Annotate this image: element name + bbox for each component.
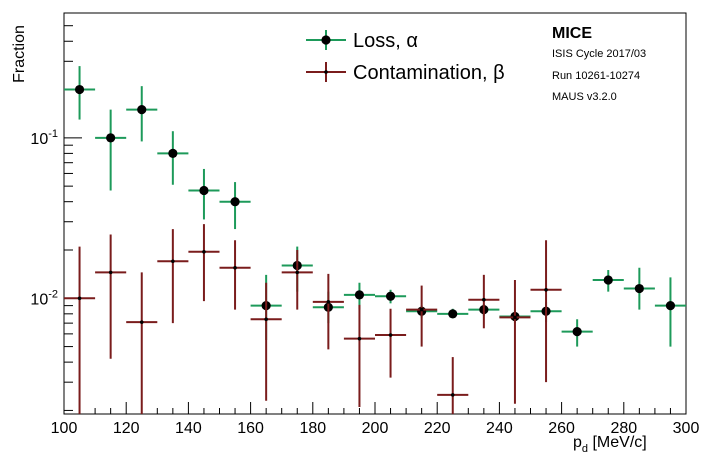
y-tick-label: 10-2 xyxy=(30,288,58,308)
x-tick-label: 180 xyxy=(299,420,326,437)
data-point xyxy=(106,133,116,143)
data-point xyxy=(137,104,147,115)
data-point xyxy=(544,287,548,292)
data-point xyxy=(357,336,362,341)
x-tick-label: 120 xyxy=(113,420,140,437)
x-axis-title-main: p xyxy=(573,434,582,451)
annotation-line-run: Run 10261-10274 xyxy=(552,70,640,82)
x-axis-title-sub: d xyxy=(582,443,588,455)
legend-marker-loss xyxy=(321,35,331,45)
data-point xyxy=(572,326,582,337)
data-point xyxy=(202,249,206,254)
x-tick-label: 200 xyxy=(362,420,389,437)
x-axis-title: pd [MeV/c] xyxy=(573,434,647,455)
data-point xyxy=(74,84,85,95)
data-point xyxy=(448,309,458,319)
legend-label-loss: Loss, α xyxy=(353,30,418,52)
data-point xyxy=(513,315,517,320)
x-tick-label: 260 xyxy=(548,420,575,437)
data-point xyxy=(168,148,178,158)
y-tick-label: 10-1 xyxy=(30,128,58,148)
x-tick-label: 240 xyxy=(486,420,513,437)
x-axis-title-unit: [MeV/c] xyxy=(588,434,647,451)
data-point xyxy=(665,301,676,311)
x-tick-label: 280 xyxy=(610,420,637,437)
legend-entry-contamination: Contamination, β xyxy=(306,62,505,84)
data-point xyxy=(419,307,424,312)
data-point xyxy=(482,297,486,302)
data-point xyxy=(77,296,82,301)
legend-label-contamination: Contamination, β xyxy=(353,62,505,84)
legend: Loss, α Contamination, β xyxy=(306,30,505,84)
data-point xyxy=(450,393,455,397)
data-point xyxy=(233,265,237,270)
x-tick-label: 140 xyxy=(175,420,202,437)
data-point xyxy=(295,270,300,275)
data-point xyxy=(139,320,144,324)
y-axis-title: Fraction xyxy=(11,25,28,83)
legend-marker-contamination xyxy=(324,70,328,74)
experiment-annotation: MICE ISIS Cycle 2017/03 Run 10261-10274 … xyxy=(552,25,646,103)
data-point xyxy=(199,185,209,196)
x-tick-label: 220 xyxy=(424,420,451,437)
data-point xyxy=(326,300,331,304)
data-point xyxy=(603,275,613,285)
legend-entry-loss: Loss, α xyxy=(306,30,418,52)
series-loss xyxy=(64,66,686,347)
series-layer xyxy=(64,66,686,414)
x-tick-label: 100 xyxy=(51,420,78,437)
x-tick-label: 300 xyxy=(673,420,700,437)
annotation-line-software: MAUS v3.2.0 xyxy=(552,91,617,103)
data-point xyxy=(230,197,240,207)
data-point xyxy=(354,290,365,300)
data-point xyxy=(108,270,113,275)
data-point xyxy=(388,333,393,337)
data-point xyxy=(171,259,175,264)
data-point xyxy=(634,283,644,294)
data-point xyxy=(264,317,268,322)
annotation-title: MICE xyxy=(552,25,592,42)
annotation-line-cycle: ISIS Cycle 2017/03 xyxy=(552,48,646,60)
axis-tick-labels: 100 120 140 160 180 200 220 240 260 280 300 10-2 10-… xyxy=(30,128,699,437)
data-point xyxy=(385,291,396,301)
series-contamination xyxy=(64,224,562,414)
x-tick-label: 160 xyxy=(237,420,264,437)
